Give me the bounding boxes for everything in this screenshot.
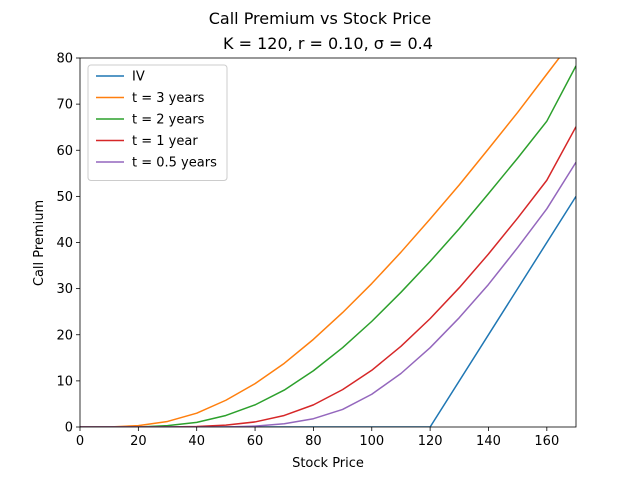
legend-label-3: t = 1 year [132, 134, 198, 149]
legend-label-4: t = 0.5 years [132, 156, 217, 171]
x-tick-label: 60 [247, 434, 264, 449]
y-tick-label: 40 [56, 236, 73, 251]
series-line-1 [80, 58, 561, 427]
y-tick-label: 10 [56, 374, 73, 389]
series-line-3 [80, 126, 576, 427]
series-line-4 [80, 161, 576, 427]
y-tick-label: 60 [56, 144, 73, 159]
plot-area: 0 20 40 60 80 100 120 140 160 0 10 20 30 40 50 60 70 80 IV… [56, 52, 577, 449]
y-tick-label: 20 [56, 328, 73, 343]
chart-subtitle: K = 120, r = 0.10, σ = 0.4 [223, 34, 433, 53]
x-tick-label: 80 [305, 434, 322, 449]
legend-label-1: t = 3 years [132, 91, 205, 106]
y-tick-label: 30 [56, 282, 73, 297]
y-tick-label: 50 [56, 190, 73, 205]
y-axis-label: Call Premium [32, 200, 47, 286]
chart-title: Call Premium vs Stock Price [209, 9, 432, 28]
legend: IV t = 3 years t = 2 years t = 1 year t = 0.… [87, 64, 228, 181]
x-tick-label: 140 [476, 434, 501, 449]
series-line-0 [80, 195, 576, 427]
x-tick-label: 40 [188, 434, 205, 449]
y-tick-label: 0 [65, 421, 73, 436]
x-tick-label: 120 [418, 434, 443, 449]
x-tick-label: 100 [359, 434, 384, 449]
y-tick-label: 70 [56, 98, 73, 113]
x-tick-label: 20 [130, 434, 147, 449]
y-tick-label: 80 [56, 52, 73, 67]
legend-label-2: t = 2 years [132, 113, 205, 128]
legend-label-0: IV [132, 70, 145, 85]
series-line-2 [80, 65, 576, 427]
x-tick-label: 0 [76, 434, 84, 449]
x-tick-label: 160 [534, 434, 559, 449]
legend-box [87, 64, 228, 181]
x-axis-label: Stock Price [292, 456, 364, 471]
